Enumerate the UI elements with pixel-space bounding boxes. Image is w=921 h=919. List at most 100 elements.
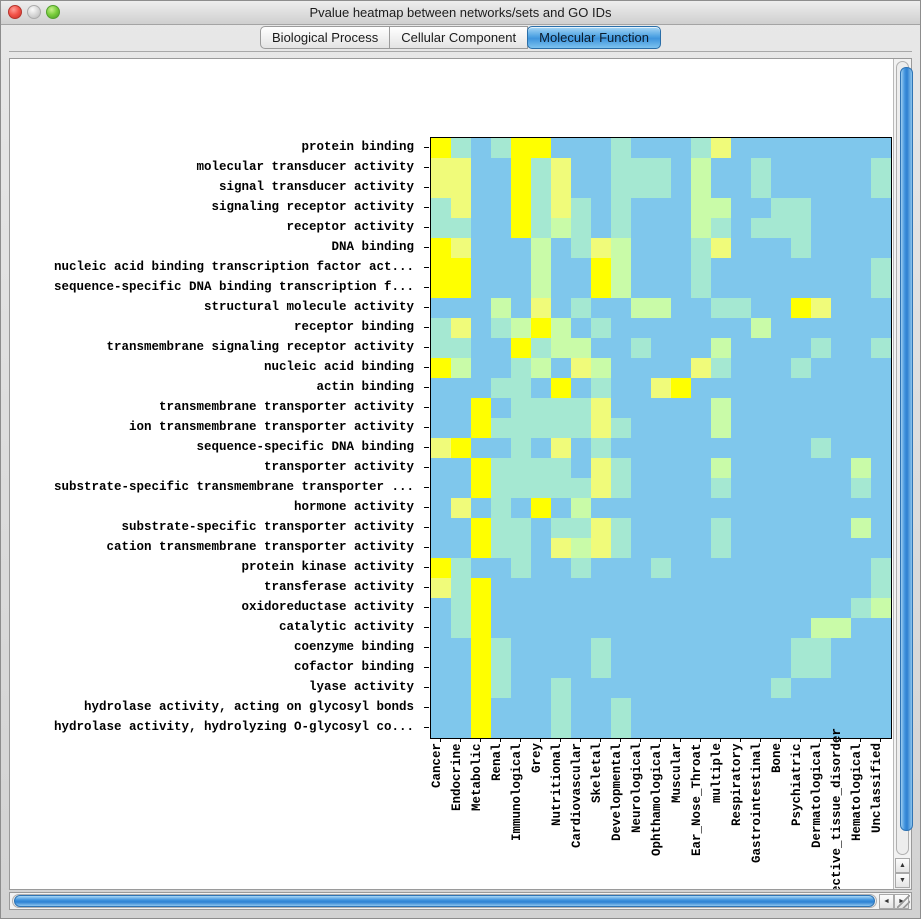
- heatmap-cell[interactable]: [851, 698, 871, 718]
- heatmap-cell[interactable]: [851, 578, 871, 598]
- heatmap-cell[interactable]: [611, 198, 631, 218]
- heatmap-cell[interactable]: [831, 258, 851, 278]
- heatmap-cell[interactable]: [691, 378, 711, 398]
- heatmap-cell[interactable]: [851, 598, 871, 618]
- heatmap-cell[interactable]: [631, 138, 651, 158]
- heatmap-cell[interactable]: [791, 558, 811, 578]
- heatmap-cell[interactable]: [751, 598, 771, 618]
- heatmap-cell[interactable]: [691, 358, 711, 378]
- heatmap-cell[interactable]: [731, 138, 751, 158]
- heatmap-cell[interactable]: [511, 578, 531, 598]
- heatmap-cell[interactable]: [691, 478, 711, 498]
- heatmap-cell[interactable]: [791, 518, 811, 538]
- heatmap-cell[interactable]: [591, 378, 611, 398]
- heatmap-cell[interactable]: [731, 378, 751, 398]
- heatmap-cell[interactable]: [471, 218, 491, 238]
- heatmap-cell[interactable]: [531, 218, 551, 238]
- heatmap-cell[interactable]: [851, 678, 871, 698]
- heatmap-cell[interactable]: [571, 338, 591, 358]
- heatmap-cell[interactable]: [751, 398, 771, 418]
- heatmap-cell[interactable]: [631, 578, 651, 598]
- heatmap-cell[interactable]: [791, 398, 811, 418]
- heatmap-cell[interactable]: [511, 358, 531, 378]
- heatmap-cell[interactable]: [531, 518, 551, 538]
- heatmap-cell[interactable]: [571, 178, 591, 198]
- heatmap-cell[interactable]: [771, 418, 791, 438]
- heatmap-cell[interactable]: [611, 178, 631, 198]
- heatmap-cell[interactable]: [431, 538, 451, 558]
- heatmap-cell[interactable]: [431, 598, 451, 618]
- heatmap-cell[interactable]: [511, 278, 531, 298]
- heatmap-cell[interactable]: [731, 718, 751, 738]
- heatmap-cell[interactable]: [551, 338, 571, 358]
- heatmap-cell[interactable]: [431, 618, 451, 638]
- heatmap-cell[interactable]: [811, 678, 831, 698]
- heatmap-cell[interactable]: [571, 138, 591, 158]
- heatmap-cell[interactable]: [491, 178, 511, 198]
- heatmap-cell[interactable]: [851, 618, 871, 638]
- heatmap-cell[interactable]: [511, 158, 531, 178]
- heatmap-cell[interactable]: [611, 218, 631, 238]
- heatmap-cell[interactable]: [751, 438, 771, 458]
- heatmap-cell[interactable]: [671, 218, 691, 238]
- heatmap-cell[interactable]: [651, 158, 671, 178]
- heatmap-cell[interactable]: [731, 598, 751, 618]
- heatmap-cell[interactable]: [611, 498, 631, 518]
- heatmap-cell[interactable]: [451, 418, 471, 438]
- heatmap-cell[interactable]: [651, 298, 671, 318]
- heatmap-cell[interactable]: [611, 398, 631, 418]
- heatmap-cell[interactable]: [531, 258, 551, 278]
- heatmap-cell[interactable]: [531, 158, 551, 178]
- heatmap-cell[interactable]: [751, 418, 771, 438]
- heatmap-cell[interactable]: [551, 558, 571, 578]
- heatmap-cell[interactable]: [831, 378, 851, 398]
- heatmap-cell[interactable]: [711, 238, 731, 258]
- heatmap-cell[interactable]: [591, 458, 611, 478]
- heatmap-cell[interactable]: [771, 458, 791, 478]
- heatmap-cell[interactable]: [491, 198, 511, 218]
- heatmap-cell[interactable]: [791, 478, 811, 498]
- heatmap-cell[interactable]: [851, 418, 871, 438]
- heatmap-cell[interactable]: [551, 458, 571, 478]
- heatmap-cell[interactable]: [811, 298, 831, 318]
- heatmap-cell[interactable]: [611, 138, 631, 158]
- heatmap-cell[interactable]: [751, 618, 771, 638]
- heatmap-cell[interactable]: [491, 458, 511, 478]
- heatmap-cell[interactable]: [791, 498, 811, 518]
- heatmap-cell[interactable]: [511, 198, 531, 218]
- heatmap-cell[interactable]: [871, 398, 891, 418]
- tab-molecular-function[interactable]: Molecular Function: [527, 26, 661, 49]
- heatmap-cell[interactable]: [831, 558, 851, 578]
- heatmap-cell[interactable]: [731, 558, 751, 578]
- heatmap-cell[interactable]: [451, 258, 471, 278]
- heatmap-cell[interactable]: [491, 378, 511, 398]
- heatmap-cell[interactable]: [671, 578, 691, 598]
- heatmap-cell[interactable]: [531, 198, 551, 218]
- heatmap-cell[interactable]: [871, 158, 891, 178]
- heatmap-cell[interactable]: [511, 178, 531, 198]
- heatmap-cell[interactable]: [791, 198, 811, 218]
- tab-biological-process[interactable]: Biological Process: [260, 26, 391, 49]
- heatmap-cell[interactable]: [751, 218, 771, 238]
- heatmap-cell[interactable]: [491, 398, 511, 418]
- heatmap-cell[interactable]: [471, 318, 491, 338]
- heatmap-cell[interactable]: [551, 258, 571, 278]
- heatmap-cell[interactable]: [731, 658, 751, 678]
- heatmap-cell[interactable]: [431, 558, 451, 578]
- heatmap-cell[interactable]: [591, 498, 611, 518]
- heatmap-cell[interactable]: [711, 538, 731, 558]
- heatmap-cell[interactable]: [531, 458, 551, 478]
- heatmap-cell[interactable]: [791, 298, 811, 318]
- heatmap-cell[interactable]: [531, 378, 551, 398]
- heatmap-cell[interactable]: [771, 298, 791, 318]
- heatmap-cell[interactable]: [631, 658, 651, 678]
- heatmap-cell[interactable]: [791, 138, 811, 158]
- heatmap-cell[interactable]: [551, 198, 571, 218]
- heatmap-cell[interactable]: [831, 358, 851, 378]
- heatmap-cell[interactable]: [651, 198, 671, 218]
- heatmap-cell[interactable]: [451, 618, 471, 638]
- heatmap-cell[interactable]: [851, 458, 871, 478]
- heatmap-cell[interactable]: [811, 478, 831, 498]
- minimize-button[interactable]: [27, 5, 41, 19]
- heatmap-cell[interactable]: [751, 298, 771, 318]
